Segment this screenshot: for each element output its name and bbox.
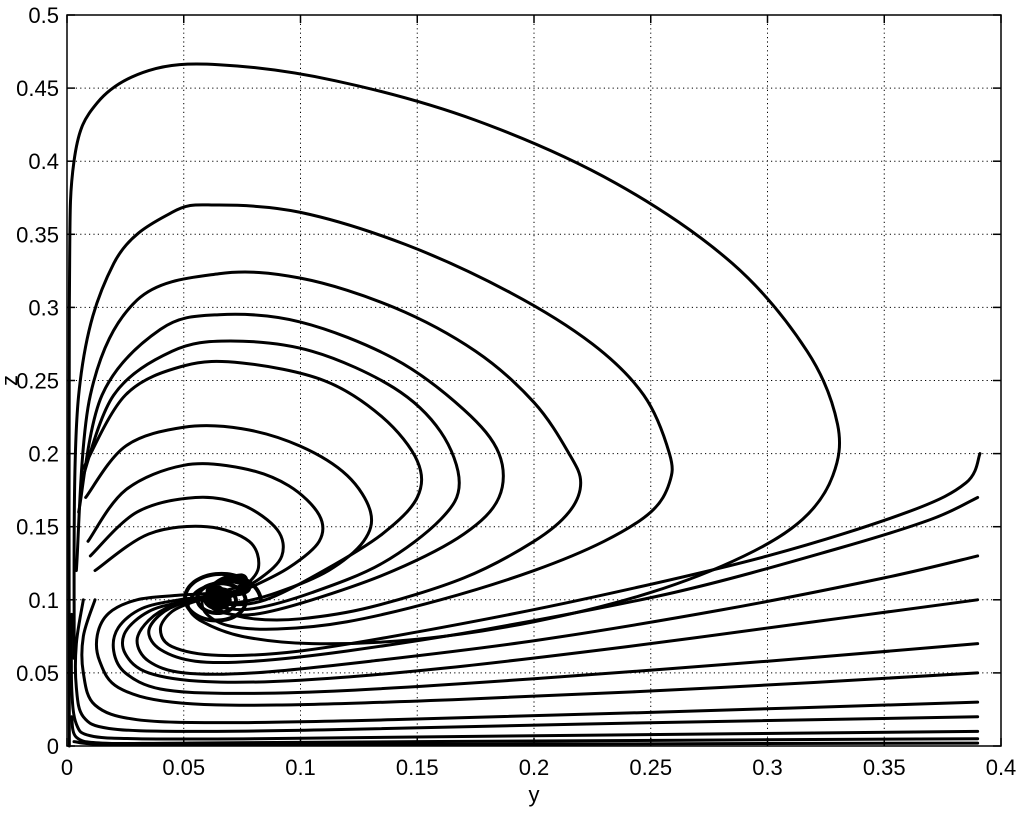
y-tick-label: 0.35 xyxy=(16,222,59,247)
y-tick-label: 0.5 xyxy=(28,3,59,28)
y-tick-label: 0.3 xyxy=(28,295,59,320)
trajectory-21 xyxy=(72,740,980,747)
y-tick-label: 0.25 xyxy=(16,369,59,394)
y-tick-label: 0 xyxy=(47,734,59,759)
y-tick-label: 0.05 xyxy=(16,661,59,686)
trajectory-4 xyxy=(77,312,505,617)
x-axis-label: y xyxy=(529,782,540,807)
x-tick-label: 0.1 xyxy=(285,755,316,780)
y-tick-label: 0.45 xyxy=(16,76,59,101)
y-axis-label: z xyxy=(0,375,22,386)
y-tick-label: 0.2 xyxy=(28,442,59,467)
x-tick-label: 0.25 xyxy=(629,755,672,780)
equilibrium-spiral-core xyxy=(183,571,263,623)
x-tick-label: 0.05 xyxy=(162,755,205,780)
y-tick-label: 0.4 xyxy=(28,149,59,174)
y-tick-label: 0.15 xyxy=(16,515,59,540)
trajectory-17 xyxy=(80,598,980,725)
trajectory-20 xyxy=(70,715,980,746)
trajectory-19 xyxy=(69,612,980,741)
trajectory-18 xyxy=(73,598,980,733)
x-tick-label: 0.15 xyxy=(396,755,439,780)
y-tick-label: 0.1 xyxy=(28,588,59,613)
tick-layer: 0 0.05 0.1 0.15 0.2 0.25 0.3 0.35 0.4 0 0.05 0.1 0.1… xyxy=(16,3,1016,780)
x-tick-label: 0.35 xyxy=(863,755,906,780)
trajectory-13 xyxy=(135,554,980,676)
trajectory-8 xyxy=(86,462,325,602)
x-tick-label: 0.2 xyxy=(519,755,550,780)
x-tick-label: 0.3 xyxy=(752,755,783,780)
x-tick-label: 0 xyxy=(61,755,73,780)
grid-layer xyxy=(67,15,1001,746)
x-tick-label: 0.4 xyxy=(986,755,1017,780)
series-layer xyxy=(67,62,982,748)
trajectory-1 xyxy=(67,62,841,748)
